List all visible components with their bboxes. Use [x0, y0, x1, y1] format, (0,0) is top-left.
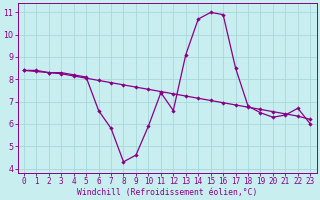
X-axis label: Windchill (Refroidissement éolien,°C): Windchill (Refroidissement éolien,°C): [77, 188, 257, 197]
